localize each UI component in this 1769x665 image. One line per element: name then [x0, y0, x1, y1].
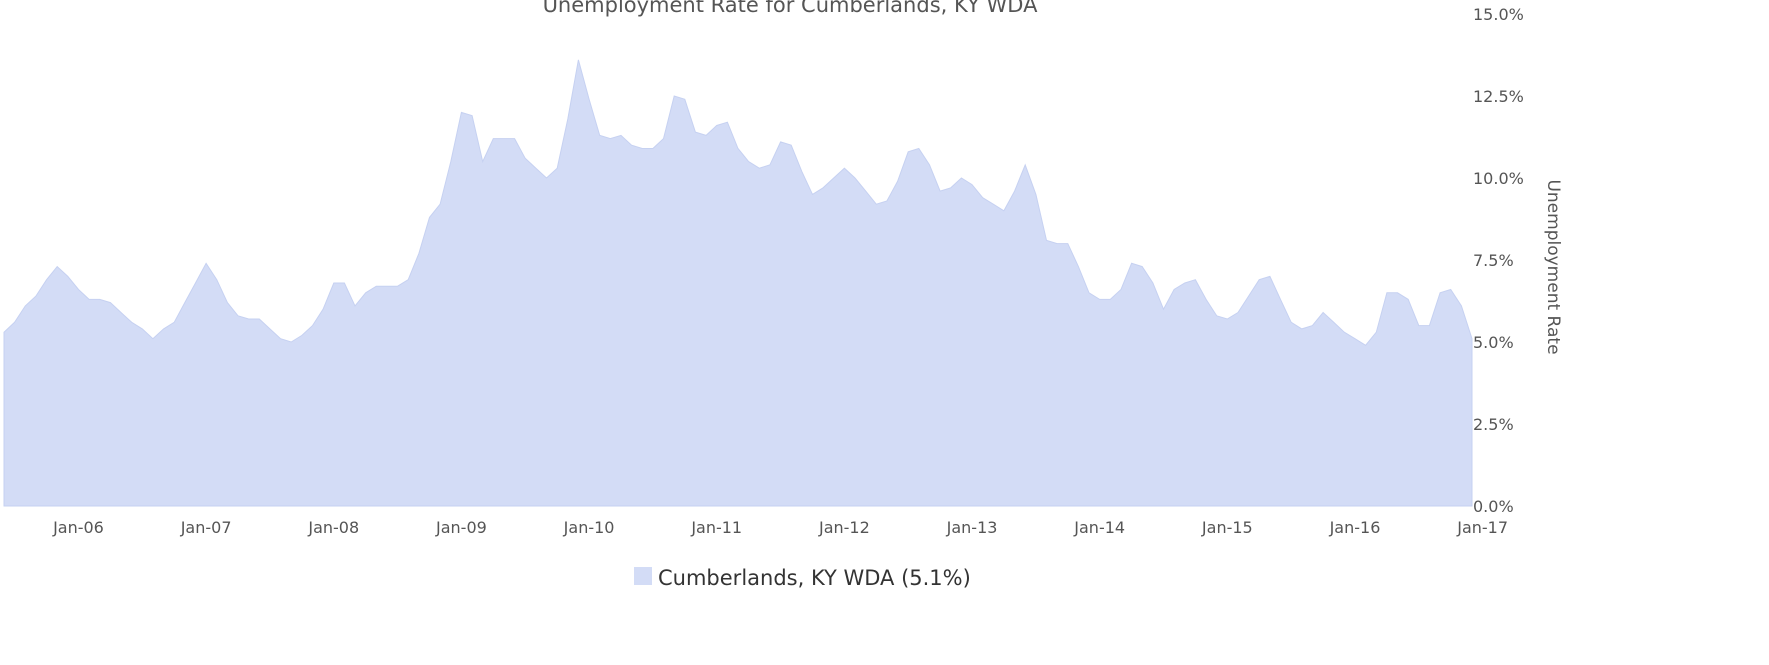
- x-tick-label: Jan-11: [690, 518, 742, 537]
- y-tick-label: 5.0%: [1473, 333, 1514, 352]
- legend-swatch: [634, 567, 652, 585]
- x-tick-label: Jan-17: [1456, 518, 1508, 537]
- legend[interactable]: Cumberlands, KY WDA (5.1%): [634, 566, 971, 590]
- y-axis-ticks: 0.0% 2.5% 5.0% 7.5% 10.0% 12.5% 15.0%: [1473, 5, 1524, 516]
- x-tick-label: Jan-15: [1201, 518, 1253, 537]
- legend-label: Cumberlands, KY WDA (5.1%): [658, 566, 971, 590]
- x-tick-label: Jan-08: [307, 518, 359, 537]
- x-tick-label: Jan-12: [818, 518, 870, 537]
- x-tick-label: Jan-13: [946, 518, 998, 537]
- series-area-cumberlands: [3, 59, 1473, 507]
- x-tick-label: Jan-06: [52, 518, 104, 537]
- y-tick-label: 2.5%: [1473, 415, 1514, 434]
- x-tick-label: Jan-09: [435, 518, 487, 537]
- x-tick-label: Jan-14: [1073, 518, 1125, 537]
- x-tick-label: Jan-16: [1329, 518, 1381, 537]
- x-axis-ticks: Jan-06 Jan-07 Jan-08 Jan-09 Jan-10 Jan-11 Jan-…: [52, 518, 1508, 537]
- plot-area: [3, 59, 1473, 507]
- y-axis-label: Unemployment Rate: [1543, 179, 1563, 354]
- y-tick-label: 12.5%: [1473, 87, 1524, 106]
- x-tick-label: Jan-10: [563, 518, 615, 537]
- y-tick-label: 15.0%: [1473, 5, 1524, 24]
- y-tick-label: 0.0%: [1473, 497, 1514, 516]
- y-tick-label: 10.0%: [1473, 169, 1524, 188]
- y-tick-label: 7.5%: [1473, 251, 1514, 270]
- chart-title: Unemployment Rate for Cumberlands, KY WD…: [543, 0, 1039, 17]
- x-tick-label: Jan-07: [180, 518, 232, 537]
